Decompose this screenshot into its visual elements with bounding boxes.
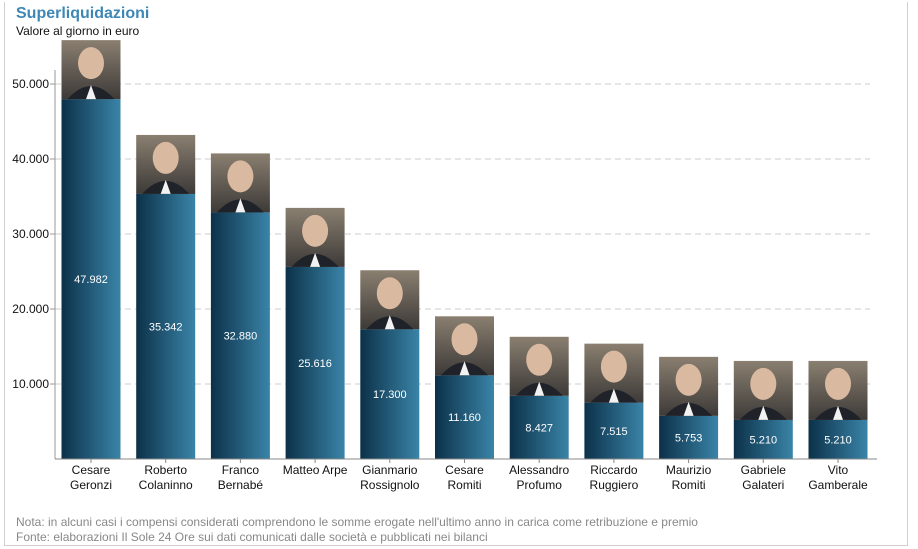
x-tick-label: Gamberale (808, 478, 868, 492)
bar-value-label: 8.427 (525, 422, 553, 434)
x-tick-label: Matteo Arpe (283, 463, 348, 477)
portrait-photo (584, 343, 644, 403)
shirt (608, 388, 619, 403)
bar-group: 11.160 (435, 316, 494, 459)
x-tick-label: Riccardo (590, 463, 638, 477)
bar (659, 415, 719, 459)
bar-group: 5.210 (808, 360, 868, 459)
portrait-photo (509, 336, 569, 396)
portrait-photo (210, 153, 270, 213)
bar-group: 47.982 (61, 40, 121, 459)
y-tick-label: 40.000 (12, 152, 49, 166)
face (376, 277, 403, 310)
chart-frame (4, 2, 908, 546)
face (152, 141, 179, 174)
chart-subtitle: Valore al giorno in euro (16, 24, 140, 38)
shirt (459, 361, 470, 376)
bar-value-label: 5.210 (824, 434, 852, 446)
bar-group: 5.753 (659, 356, 719, 459)
x-tick-label: Gabriele (741, 463, 787, 477)
portrait-photo (808, 360, 868, 420)
face (78, 47, 104, 80)
face (750, 367, 777, 400)
bar-group: 7.515 (584, 343, 644, 459)
face (451, 323, 478, 356)
x-tick-label: Franco (222, 463, 260, 477)
x-tick-label: Geronzi (70, 478, 112, 492)
bar-group: 5.210 (733, 360, 793, 459)
bar (509, 395, 569, 459)
x-tick-label: Cesare (445, 463, 484, 477)
portrait-photo (733, 360, 793, 420)
bar-group: 8.427 (509, 336, 569, 459)
portrait-photo (285, 207, 345, 267)
y-tick-label: 10.000 (12, 377, 49, 391)
x-tick-label: Alessandro (509, 463, 569, 477)
bar (733, 419, 793, 459)
bar-value-label: 7.515 (600, 426, 628, 438)
bar (136, 193, 196, 459)
face (227, 160, 254, 193)
bar-group: 17.300 (360, 270, 420, 459)
y-tick-label: 20.000 (12, 302, 49, 316)
y-tick-label: 30.000 (12, 227, 49, 241)
face (600, 350, 627, 383)
x-tick-label: Vito (828, 463, 849, 477)
face (302, 214, 329, 247)
shirt (86, 85, 96, 100)
x-tick-label: Ruggiero (590, 478, 639, 492)
face (825, 367, 851, 400)
shirt (310, 252, 321, 267)
x-tick-label: Gianmario (362, 463, 418, 477)
bar-value-label: 25.616 (298, 358, 332, 370)
portrait-photo (360, 270, 420, 330)
bar (210, 212, 270, 459)
bar-group: 25.616 (285, 207, 345, 459)
bar (61, 99, 121, 459)
face (675, 363, 702, 396)
x-tick-label: Cesare (72, 463, 111, 477)
x-tick-label: Profumo (517, 478, 563, 492)
y-tick-label: 50.000 (12, 77, 49, 91)
bar-value-label: 17.300 (373, 389, 407, 401)
shirt (833, 405, 843, 420)
x-tick-label: Galateri (742, 478, 784, 492)
bar (435, 375, 494, 459)
x-tick-label: Maurizio (666, 463, 712, 477)
shirt (160, 179, 171, 194)
portrait-photo (61, 40, 121, 100)
x-tick-label: Romiti (672, 478, 706, 492)
shirt (683, 401, 694, 416)
bar-value-label: 47.982 (74, 274, 108, 286)
footer-note: Nota: in alcuni casi i compensi consider… (16, 515, 698, 529)
bar-group: 32.880 (210, 153, 270, 459)
face (526, 343, 553, 376)
chart-title: Superliquidazioni (16, 5, 150, 22)
bar-value-label: 35.342 (149, 321, 183, 333)
bar (360, 329, 420, 459)
bar-value-label: 5.753 (675, 432, 703, 444)
x-tick-label: Roberto (144, 463, 187, 477)
x-tick-label: Colaninno (139, 478, 193, 492)
x-tick-label: Rossignolo (360, 478, 420, 492)
x-tick-label: Bernabé (218, 478, 264, 492)
shirt (758, 405, 769, 420)
bar-value-label: 32.880 (224, 331, 258, 343)
bar (285, 266, 345, 459)
x-tick-label: Romiti (447, 478, 481, 492)
footer-source: Fonte: elaborazioni Il Sole 24 Ore sui d… (16, 530, 488, 544)
bar (584, 402, 644, 459)
shirt (534, 381, 545, 396)
portrait-photo (659, 356, 719, 416)
portrait-photo (136, 134, 196, 194)
bar-value-label: 5.210 (750, 434, 778, 446)
bar (808, 419, 868, 459)
shirt (235, 198, 246, 213)
portrait-photo (435, 316, 494, 376)
shirt (384, 315, 395, 330)
bar-value-label: 11.160 (448, 412, 481, 424)
bar-group: 35.342 (136, 134, 196, 459)
